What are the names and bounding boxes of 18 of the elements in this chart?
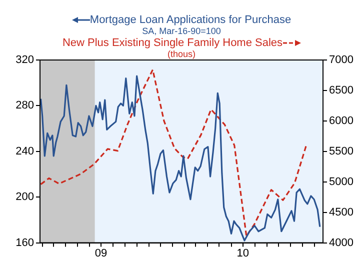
y-tick-label: 200 <box>16 191 34 204</box>
y2-tick-label: 7000 <box>329 54 354 66</box>
text: SA, Mar-16-90=100 <box>141 26 222 37</box>
y-tick-label: 280 <box>16 100 34 112</box>
y-tick-label: 240 <box>16 145 34 158</box>
y-tick-label: 320 <box>16 54 34 66</box>
x-tick-label: 09 <box>94 247 108 260</box>
y2-tick-label: 6500 <box>329 84 354 96</box>
text: (thous) <box>167 49 196 59</box>
legend-label: Mortgage Loan Applications for Purchase <box>90 14 292 26</box>
x-tick-label: 10 <box>236 247 250 260</box>
y-tick-label: 160 <box>16 236 34 249</box>
y2-tick-label: 4500 <box>329 206 354 218</box>
text: New Plus Existing Single Family Home Sales <box>62 37 283 49</box>
y2-tick-label: 6000 <box>329 114 354 127</box>
y2-tick-label: 5500 <box>329 145 354 158</box>
y2-tick-label: 5000 <box>329 176 354 188</box>
y2-tick-label: 4000 <box>329 236 354 249</box>
